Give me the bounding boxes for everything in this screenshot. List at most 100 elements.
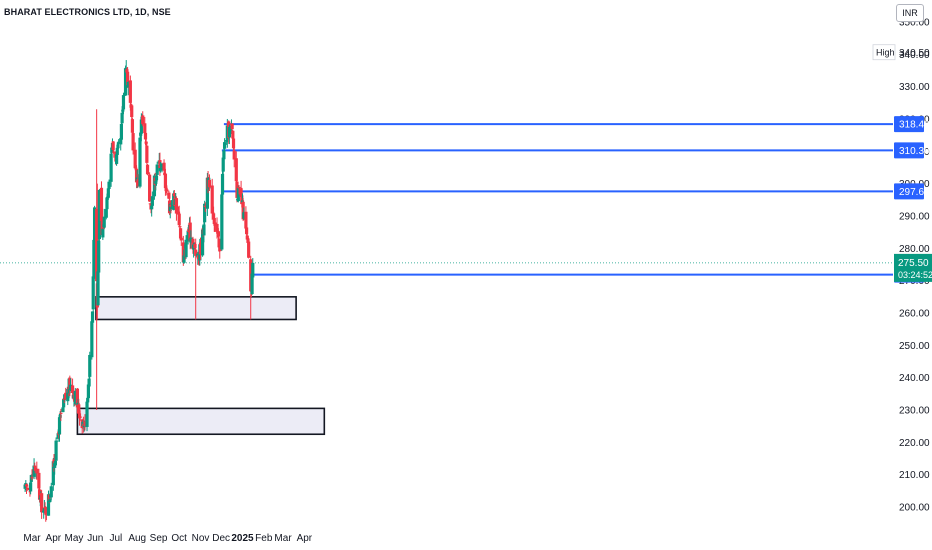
candle [73,388,77,406]
candle-body [193,243,197,249]
x-tick-label: 2025 [231,533,254,544]
candle-body [53,460,57,466]
candle [133,142,137,171]
candle [25,483,29,492]
high-label-bg [872,44,896,61]
candle [99,181,104,227]
candle [145,163,150,176]
candle-body [32,465,36,477]
candle-body [29,475,33,482]
candle [179,231,183,246]
candle [174,196,179,221]
candle-body [24,484,29,487]
candle [121,92,126,115]
candle-body [40,493,44,513]
candle-body [239,188,243,198]
candle-body [56,433,60,439]
candle-body [57,417,62,435]
candle-body [116,144,120,149]
candle [120,106,124,127]
candle-body [198,242,203,255]
candle [92,205,97,245]
candle-body [130,119,135,133]
candle [97,237,101,278]
candle [144,138,148,147]
candle [194,238,198,320]
currency-button[interactable]: INR [896,4,924,22]
candle [160,163,164,173]
candle-body [245,235,249,240]
candle-body [208,185,212,188]
time-axis[interactable]: Mar Apr May Jun Jul Aug Sep Oct Nov Dec 2025 Feb Mar… [23,533,312,544]
candle-body [234,158,238,182]
candle-body [121,95,126,110]
candle [70,378,75,398]
candle-body [143,123,147,134]
candle-body [231,138,236,149]
candle-body [48,499,52,503]
x-tick-label: Sep [150,533,168,544]
candle [126,81,130,96]
candle [92,236,96,280]
x-tick-label: May [65,533,84,544]
x-tick-label: Aug [128,533,146,544]
candle-body [97,189,102,240]
candle-body [126,71,130,86]
candle [155,161,159,182]
candle-body [37,489,42,500]
candle [138,134,142,189]
candle-body [37,472,41,489]
candle-body [150,205,154,210]
y-tick-label: 350.00 [899,18,930,29]
candle-body [46,494,51,516]
candle-body [23,484,27,489]
candle-body [51,461,55,486]
x-tick-label: Oct [171,533,187,544]
y-tick-label: 220.00 [899,438,930,449]
candle [68,378,73,392]
candle-body [90,311,95,323]
candle [44,507,49,521]
candle [78,410,82,421]
candle-body [220,194,224,250]
candle-body [139,119,143,134]
x-tick-label: Apr [46,533,62,544]
candle-body [104,209,108,218]
y-tick-label: 200.00 [899,503,930,514]
candle-body [101,226,106,229]
candle-body [251,262,255,278]
candle-body [240,200,245,203]
level-tag-297.60-bg [894,183,924,200]
candle-body [29,482,33,492]
y-tick-label: 280.00 [899,244,930,255]
candle [102,208,106,230]
y-tick-label: 230.00 [899,406,930,417]
candle-body [33,465,37,467]
candle-body [212,217,216,225]
candle-body [250,273,254,295]
candle-body [134,167,138,169]
demand-zones [76,296,326,436]
candle [117,139,121,149]
candle [177,205,181,228]
level-tag-310.30-bg [894,142,924,159]
candle [207,174,212,191]
high-label-text: High [876,48,895,58]
candle-body [76,402,80,406]
candle [237,185,241,195]
candle [220,194,224,251]
candle-body [189,237,193,243]
candle-body [148,203,152,205]
candle-body [165,189,169,192]
candle [131,125,135,155]
candle [40,489,44,519]
candle [57,413,62,442]
x-tick-label: Jul [110,533,123,544]
last-price-text: 275.50 [898,258,929,269]
candle-body [119,123,124,140]
y-tick-label: 340.00 [899,50,930,61]
candle [232,147,236,168]
candle-body [242,212,246,219]
